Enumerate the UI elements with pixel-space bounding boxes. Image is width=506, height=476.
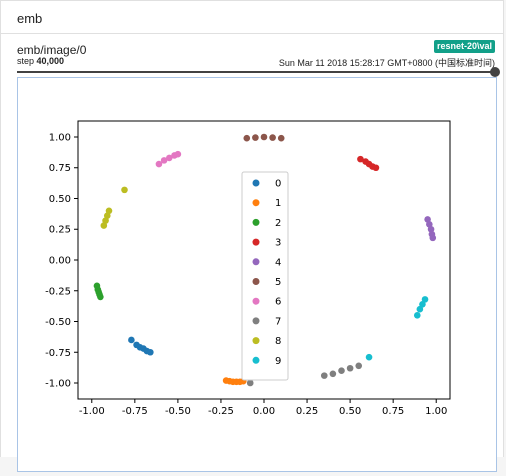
point-series-3 xyxy=(357,155,364,163)
point-series-6 xyxy=(174,150,182,158)
point-series-5 xyxy=(269,134,276,141)
x-tick-label: 0.75 xyxy=(382,406,404,417)
point-series-6 xyxy=(165,154,173,162)
legend-label-4: 4 xyxy=(275,257,281,268)
point-series-9 xyxy=(421,296,429,303)
step-label-text: step xyxy=(17,56,35,66)
point-series-7 xyxy=(329,370,337,378)
x-tick-label: 0.25 xyxy=(296,406,318,417)
run-badge: resnet-20\val xyxy=(433,40,495,53)
point-series-4 xyxy=(427,225,435,233)
legend-label-1: 1 xyxy=(275,198,281,209)
step-slider-handle[interactable] xyxy=(490,67,500,77)
legend-marker-7 xyxy=(252,317,260,325)
x-tick-label: 0.00 xyxy=(253,406,275,417)
step-label: step 40,000 xyxy=(17,56,64,66)
point-series-5 xyxy=(260,133,268,141)
x-tick-label: -0.25 xyxy=(208,406,234,417)
embedding-image: -1.00 -0.75 -0.50 -0.25 0.00 0.25 0.50 0.75 1.00… xyxy=(17,77,497,472)
point-series-9 xyxy=(419,300,426,308)
legend-marker-9 xyxy=(252,356,260,364)
x-tick-label: 0.50 xyxy=(339,406,361,417)
legend-marker-3 xyxy=(252,238,260,246)
point-series-7 xyxy=(246,379,254,387)
y-tick-label: -0.25 xyxy=(45,286,71,297)
legend-marker-1 xyxy=(252,199,260,207)
point-series-7 xyxy=(355,362,363,370)
x-tick-label: -1.00 xyxy=(79,406,105,417)
y-tick-label: -0.75 xyxy=(45,348,71,359)
legend-marker-4 xyxy=(252,258,260,266)
legend-marker-6 xyxy=(252,297,260,305)
legend-label-9: 9 xyxy=(275,356,281,367)
point-series-7 xyxy=(346,364,354,372)
section-header[interactable]: emb xyxy=(0,0,504,34)
legend-label-2: 2 xyxy=(275,218,281,229)
y-tick-label: 0.25 xyxy=(49,225,71,236)
point-series-9 xyxy=(365,353,373,361)
legend-label-6: 6 xyxy=(275,297,281,308)
x-tick-label: 1.00 xyxy=(425,406,447,417)
point-series-5 xyxy=(252,134,259,141)
y-tick-label: 0.00 xyxy=(49,256,71,267)
legend-label-8: 8 xyxy=(275,336,281,347)
y-tick-label: 0.75 xyxy=(49,163,71,174)
point-series-6 xyxy=(155,160,163,168)
legend-marker-2 xyxy=(252,218,260,226)
point-series-9 xyxy=(413,312,421,319)
legend-label-5: 5 xyxy=(275,277,281,288)
x-tick-label: -0.75 xyxy=(122,406,148,417)
y-tick-label: -0.50 xyxy=(45,317,71,328)
y-tick-label: -1.00 xyxy=(45,379,71,390)
image-tag: emb/image/0 xyxy=(17,43,87,57)
point-series-7 xyxy=(338,367,345,375)
legend-label-7: 7 xyxy=(275,316,281,327)
section-title: emb xyxy=(17,11,43,26)
timestamp: Sun Mar 11 2018 15:28:17 GMT+0800 (中国标准时… xyxy=(278,58,495,68)
step-value: 40,000 xyxy=(36,56,65,66)
scatter-chart: -1.00 -0.75 -0.50 -0.25 0.00 0.25 0.50 0.75 1.00… xyxy=(45,120,451,417)
point-series-0 xyxy=(147,348,154,356)
legend-label-0: 0 xyxy=(275,179,281,190)
legend-marker-5 xyxy=(252,278,260,285)
point-series-2 xyxy=(97,293,104,301)
point-series-9 xyxy=(416,305,424,313)
point-series-5 xyxy=(277,134,285,142)
point-series-6 xyxy=(160,157,168,164)
point-series-0 xyxy=(128,336,135,344)
y-tick-label: 1.00 xyxy=(49,132,71,143)
point-series-8 xyxy=(121,186,128,194)
legend-label-3: 3 xyxy=(275,238,281,249)
y-tick-label: 0.50 xyxy=(49,194,71,205)
point-series-8 xyxy=(105,207,113,215)
legend-marker-0 xyxy=(252,179,260,187)
point-series-7 xyxy=(320,372,328,379)
point-series-3 xyxy=(372,164,380,172)
image-card: emb/image/0 step 40,000 resnet-20\val Su… xyxy=(0,34,504,472)
legend-marker-8 xyxy=(252,337,260,345)
point-series-5 xyxy=(243,134,251,142)
point-series-4 xyxy=(429,234,437,242)
x-tick-label: -0.50 xyxy=(165,406,191,417)
step-slider-track[interactable] xyxy=(17,71,494,73)
